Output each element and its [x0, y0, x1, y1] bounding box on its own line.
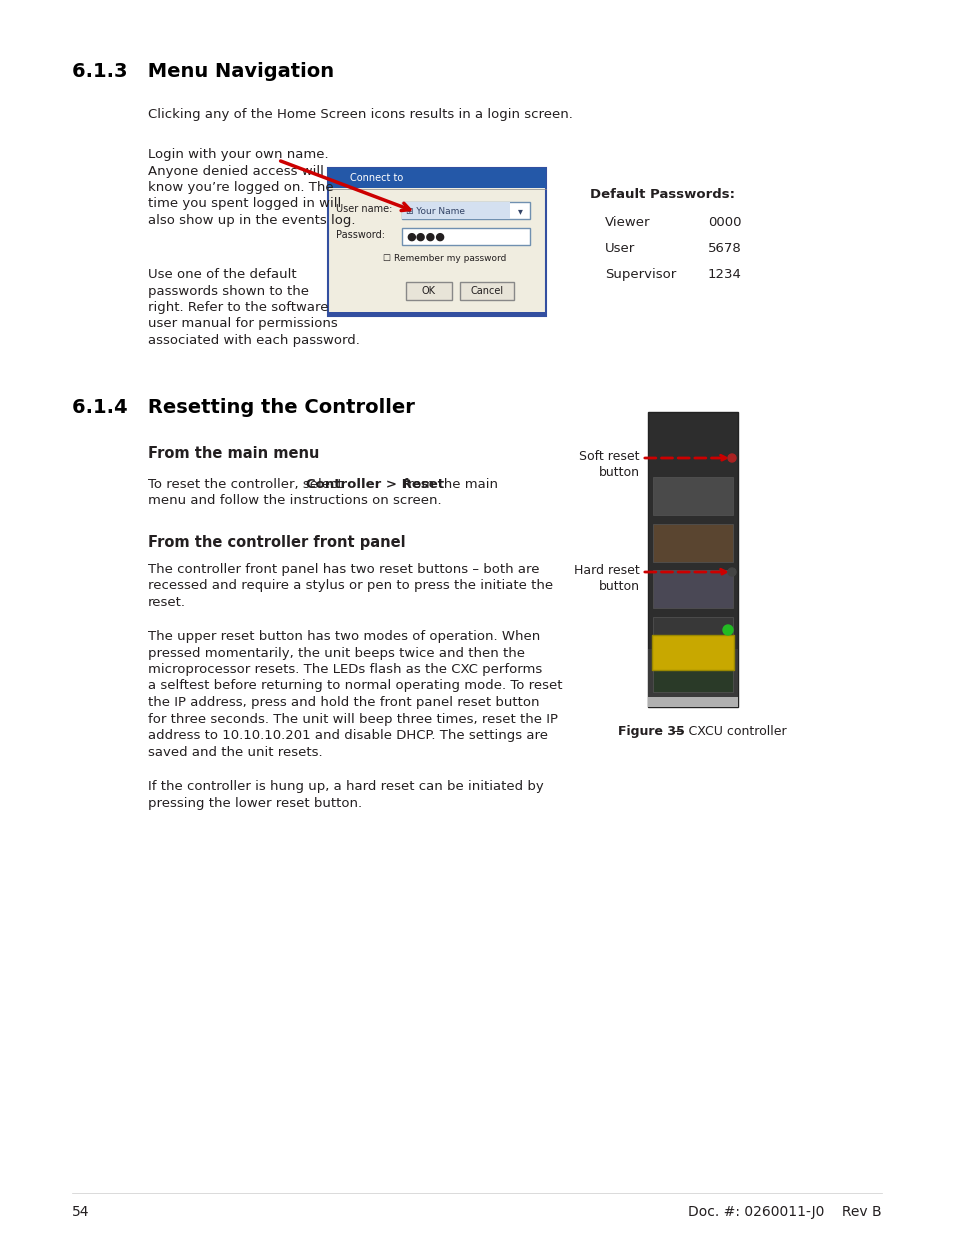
Text: for three seconds. The unit will beep three times, reset the IP: for three seconds. The unit will beep th…	[148, 713, 558, 725]
Text: Clicking any of the Home Screen icons results in a login screen.: Clicking any of the Home Screen icons re…	[148, 107, 572, 121]
Text: The controller front panel has two reset buttons – both are: The controller front panel has two reset…	[148, 562, 539, 576]
Text: — CXCU controller: — CXCU controller	[667, 725, 786, 739]
Text: user manual for permissions: user manual for permissions	[148, 317, 337, 331]
Text: Anyone denied access will: Anyone denied access will	[148, 164, 323, 178]
Text: Password:: Password:	[335, 230, 385, 240]
Text: ☐ Remember my password: ☐ Remember my password	[382, 254, 506, 263]
Bar	[652, 524, 732, 562]
Text: Connect to: Connect to	[350, 173, 403, 183]
Circle shape	[727, 454, 735, 462]
Bar	[652, 618, 732, 638]
Text: ▾: ▾	[517, 206, 522, 216]
Text: passwords shown to the: passwords shown to the	[148, 284, 309, 298]
Text: Use one of the default: Use one of the default	[148, 268, 296, 282]
Text: Viewer: Viewer	[604, 216, 650, 228]
Bar	[647, 650, 738, 697]
Text: know you’re logged on. The: know you’re logged on. The	[148, 182, 334, 194]
Text: ●●●●: ●●●●	[406, 231, 444, 242]
Text: pressed momentarily, the unit beeps twice and then the: pressed momentarily, the unit beeps twic…	[148, 646, 524, 659]
Text: Hard reset: Hard reset	[574, 564, 639, 577]
Text: User name:: User name:	[335, 204, 392, 214]
Text: saved and the unit resets.: saved and the unit resets.	[148, 746, 322, 758]
Text: 1234: 1234	[707, 268, 741, 282]
Text: menu and follow the instructions on screen.: menu and follow the instructions on scre…	[148, 494, 441, 508]
Circle shape	[722, 625, 732, 635]
Text: Soft reset: Soft reset	[578, 450, 639, 463]
Circle shape	[727, 568, 735, 576]
Text: reset.: reset.	[148, 595, 186, 609]
Text: 5678: 5678	[707, 242, 741, 254]
Text: Cancel: Cancel	[470, 287, 503, 296]
Text: Login with your own name.: Login with your own name.	[148, 148, 328, 161]
Bar	[647, 697, 738, 706]
Text: address to 10.10.10.201 and disable DHCP. The settings are: address to 10.10.10.201 and disable DHCP…	[148, 729, 547, 742]
Text: button: button	[598, 580, 639, 594]
Text: If the controller is hung up, a hard reset can be initiated by: If the controller is hung up, a hard res…	[148, 781, 543, 793]
Text: also show up in the events log.: also show up in the events log.	[148, 214, 355, 227]
Text: from the main: from the main	[399, 478, 497, 492]
Bar	[652, 477, 732, 515]
Text: Doc. #: 0260011-J0    Rev B: Doc. #: 0260011-J0 Rev B	[688, 1205, 882, 1219]
Text: a selftest before returning to normal operating mode. To reset: a selftest before returning to normal op…	[148, 679, 562, 693]
Bar	[328, 168, 545, 316]
Text: Controller > Reset: Controller > Reset	[306, 478, 443, 492]
Text: 6.1.4   Resetting the Controller: 6.1.4 Resetting the Controller	[71, 398, 415, 417]
Text: ⊞ Your Name: ⊞ Your Name	[406, 207, 464, 216]
Bar	[328, 312, 545, 316]
Bar	[652, 643, 732, 692]
Bar	[401, 203, 510, 219]
Text: 0000: 0000	[707, 216, 740, 228]
Text: To reset the controller, select: To reset the controller, select	[148, 478, 347, 492]
Text: From the main menu: From the main menu	[148, 446, 319, 461]
Bar	[328, 168, 545, 188]
Text: The upper reset button has two modes of operation. When: The upper reset button has two modes of …	[148, 630, 539, 643]
FancyBboxPatch shape	[459, 282, 514, 300]
Text: Default Passwords:: Default Passwords:	[589, 188, 734, 201]
Bar	[651, 635, 733, 671]
Text: right. Refer to the software: right. Refer to the software	[148, 301, 328, 314]
Text: time you spent logged in will: time you spent logged in will	[148, 198, 341, 210]
Text: 54: 54	[71, 1205, 90, 1219]
Text: OK: OK	[421, 287, 436, 296]
Text: User: User	[604, 242, 635, 254]
Text: Supervisor: Supervisor	[604, 268, 676, 282]
Text: associated with each password.: associated with each password.	[148, 333, 359, 347]
Text: the IP address, press and hold the front panel reset button: the IP address, press and hold the front…	[148, 697, 539, 709]
Bar	[647, 412, 738, 706]
Text: button: button	[598, 467, 639, 479]
Text: 6.1.3   Menu Navigation: 6.1.3 Menu Navigation	[71, 62, 334, 82]
Text: Figure 35: Figure 35	[618, 725, 684, 739]
FancyBboxPatch shape	[406, 282, 452, 300]
Text: recessed and require a stylus or pen to press the initiate the: recessed and require a stylus or pen to …	[148, 579, 553, 592]
Bar	[401, 203, 530, 219]
Text: microprocessor resets. The LEDs flash as the CXC performs: microprocessor resets. The LEDs flash as…	[148, 663, 541, 676]
Text: pressing the lower reset button.: pressing the lower reset button.	[148, 797, 362, 809]
Bar	[401, 228, 530, 245]
Text: From the controller front panel: From the controller front panel	[148, 535, 405, 550]
Bar	[652, 571, 732, 608]
